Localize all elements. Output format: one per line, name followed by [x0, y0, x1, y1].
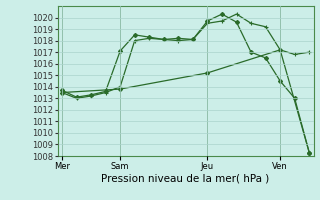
- X-axis label: Pression niveau de la mer( hPa ): Pression niveau de la mer( hPa ): [101, 173, 270, 183]
